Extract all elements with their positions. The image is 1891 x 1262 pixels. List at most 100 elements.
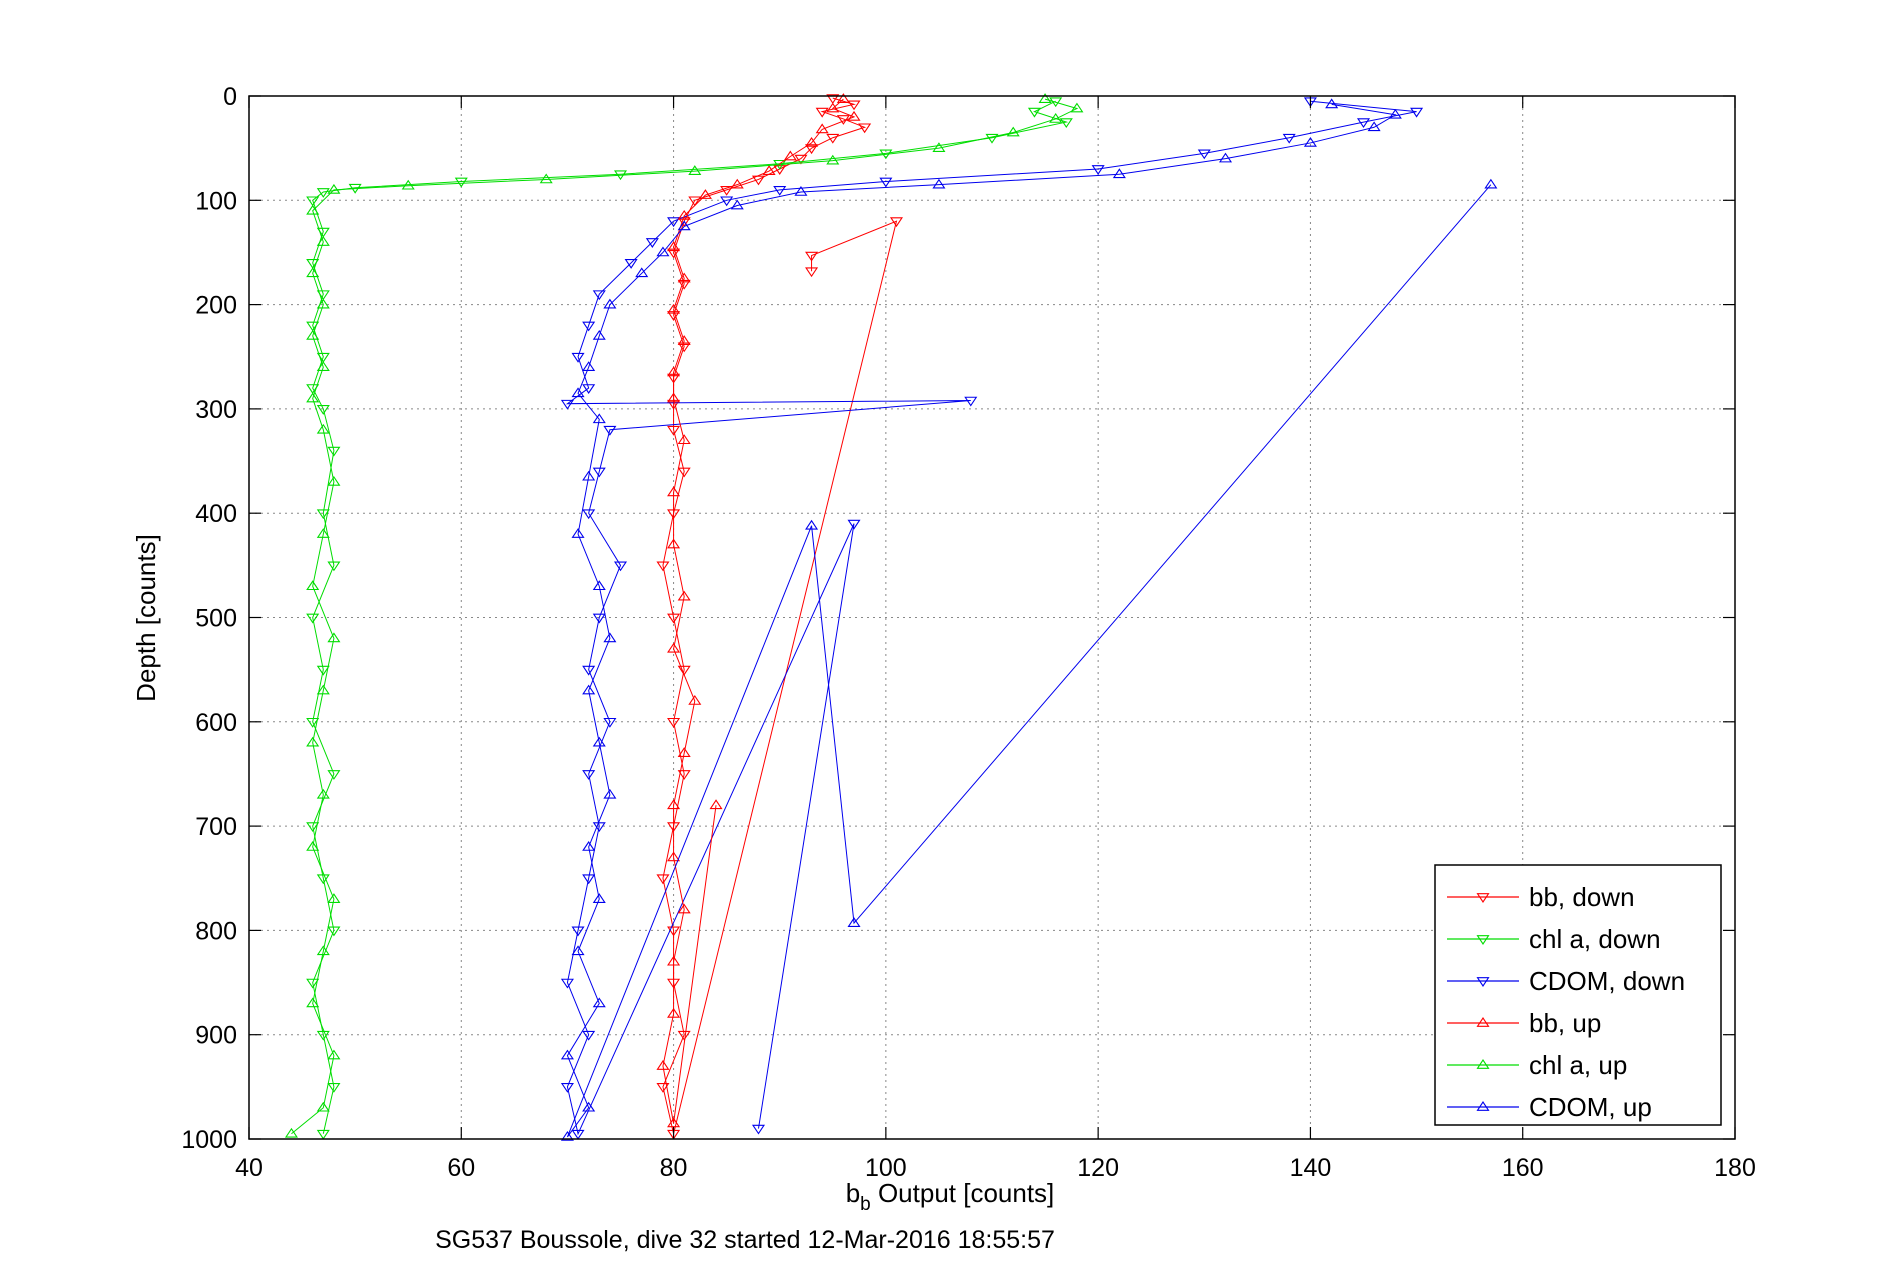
data-point-marker — [1112, 168, 1126, 179]
data-point-marker — [1303, 136, 1317, 147]
x-axis-label-rest: Output [counts] — [871, 1178, 1055, 1208]
data-point-marker — [1388, 108, 1402, 119]
y-tick-label: 100 — [195, 187, 237, 215]
legend-label: chl a, down — [1529, 924, 1661, 954]
legend-entry: bb, up — [1447, 1008, 1601, 1038]
data-point-marker — [794, 154, 808, 165]
data-point-marker — [762, 165, 776, 175]
data-point-marker — [327, 770, 341, 780]
data-point-marker — [603, 425, 617, 436]
data-point-marker — [306, 822, 320, 833]
data-point-marker — [1059, 118, 1073, 129]
legend-entry: bb, down — [1447, 882, 1635, 912]
data-point-marker — [1218, 152, 1233, 163]
x-tick-label: 80 — [660, 1154, 688, 1182]
data-point-marker — [677, 467, 691, 478]
legend-marker — [1476, 893, 1490, 903]
data-point-marker — [667, 248, 681, 259]
data-point-marker — [698, 189, 712, 199]
data-point-marker — [316, 665, 330, 676]
data-point-marker — [327, 1049, 341, 1060]
data-point-marker — [603, 717, 617, 728]
data-point-marker — [667, 425, 681, 436]
data-point-marker — [306, 717, 320, 728]
data-point-marker — [815, 123, 829, 134]
data-point-marker — [656, 561, 670, 572]
data-point-marker — [1091, 165, 1105, 175]
data-point-marker — [794, 186, 808, 196]
data-point-marker — [306, 580, 320, 591]
data-point-marker — [592, 893, 606, 903]
y-tick-label: 300 — [195, 396, 237, 424]
data-point-marker — [858, 123, 872, 134]
data-point-marker — [667, 642, 681, 653]
y-tick-label: 600 — [195, 709, 237, 737]
x-tick-label: 140 — [1290, 1154, 1332, 1182]
data-point-marker — [826, 102, 840, 113]
x-tick-label: 100 — [865, 1154, 907, 1182]
data-point-marker — [688, 196, 702, 207]
data-point-marker — [316, 945, 330, 956]
data-point-marker — [316, 298, 330, 309]
data-point-marker — [284, 1127, 298, 1138]
legend-entry: CDOM, up — [1447, 1092, 1652, 1122]
data-point-marker — [667, 486, 681, 497]
data-point-marker — [1367, 121, 1381, 132]
data-point-marker — [667, 1117, 681, 1128]
data-point-marker — [582, 665, 596, 676]
data-point-marker — [847, 917, 861, 927]
data-point-marker — [560, 1049, 574, 1060]
data-point-marker — [677, 220, 691, 231]
data-point-marker — [1325, 98, 1339, 109]
data-point-marker — [401, 179, 415, 190]
data-point-marker — [560, 399, 574, 410]
data-point-marker — [306, 841, 320, 851]
data-point-marker — [582, 1101, 596, 1112]
data-point-marker — [667, 392, 681, 403]
data-point-marker — [592, 290, 606, 301]
figure-caption: SG537 Boussole, dive 32 started 12-Mar-2… — [435, 1226, 1055, 1254]
y-tick-label: 700 — [195, 813, 237, 841]
data-point-marker — [316, 361, 330, 372]
data-point-marker — [1038, 93, 1052, 103]
data-point-marker — [667, 926, 681, 937]
grid — [249, 96, 1735, 1139]
data-point-marker — [316, 188, 330, 198]
data-point-marker — [592, 736, 606, 747]
series-chl-a-up — [284, 93, 1084, 1138]
data-point-marker — [571, 945, 585, 956]
legend-entry: chl a, up — [1447, 1050, 1627, 1080]
data-point-marker — [327, 183, 341, 194]
y-tick-label: 1000 — [181, 1126, 237, 1154]
data-point-marker — [667, 613, 681, 624]
data-point-marker — [306, 267, 320, 278]
data-point-marker — [592, 580, 606, 591]
data-point-marker — [688, 694, 702, 705]
x-tick-label: 180 — [1714, 1154, 1756, 1182]
data-point-marker — [603, 632, 617, 643]
data-point-marker — [805, 519, 819, 530]
y-tick-label: 0 — [223, 83, 237, 111]
data-point-marker — [677, 335, 691, 345]
data-point-marker — [805, 144, 819, 155]
data-point-marker — [677, 770, 691, 780]
data-point-marker — [327, 561, 341, 572]
data-point-marker — [667, 851, 681, 862]
data-point-marker — [316, 528, 330, 538]
data-point-marker — [677, 434, 691, 445]
legend-marker — [1476, 977, 1490, 987]
data-point-marker — [327, 475, 341, 486]
data-point-marker — [1070, 102, 1084, 113]
data-point-marker — [560, 1130, 574, 1141]
data-point-marker — [709, 799, 723, 810]
data-point-marker — [677, 1030, 691, 1041]
data-point-marker — [677, 279, 691, 290]
data-point-marker — [773, 186, 787, 196]
data-point-marker — [316, 405, 330, 415]
y-tick-label: 400 — [195, 500, 237, 528]
data-point-marker — [815, 107, 829, 118]
data-point-marker — [306, 204, 320, 215]
axis-ticks: 40 60 80 100 120 140 160 180 0 100 200 300 400 500 600… — [181, 83, 1755, 1182]
y-tick-label: 500 — [195, 605, 237, 633]
data-point-marker — [592, 467, 606, 478]
